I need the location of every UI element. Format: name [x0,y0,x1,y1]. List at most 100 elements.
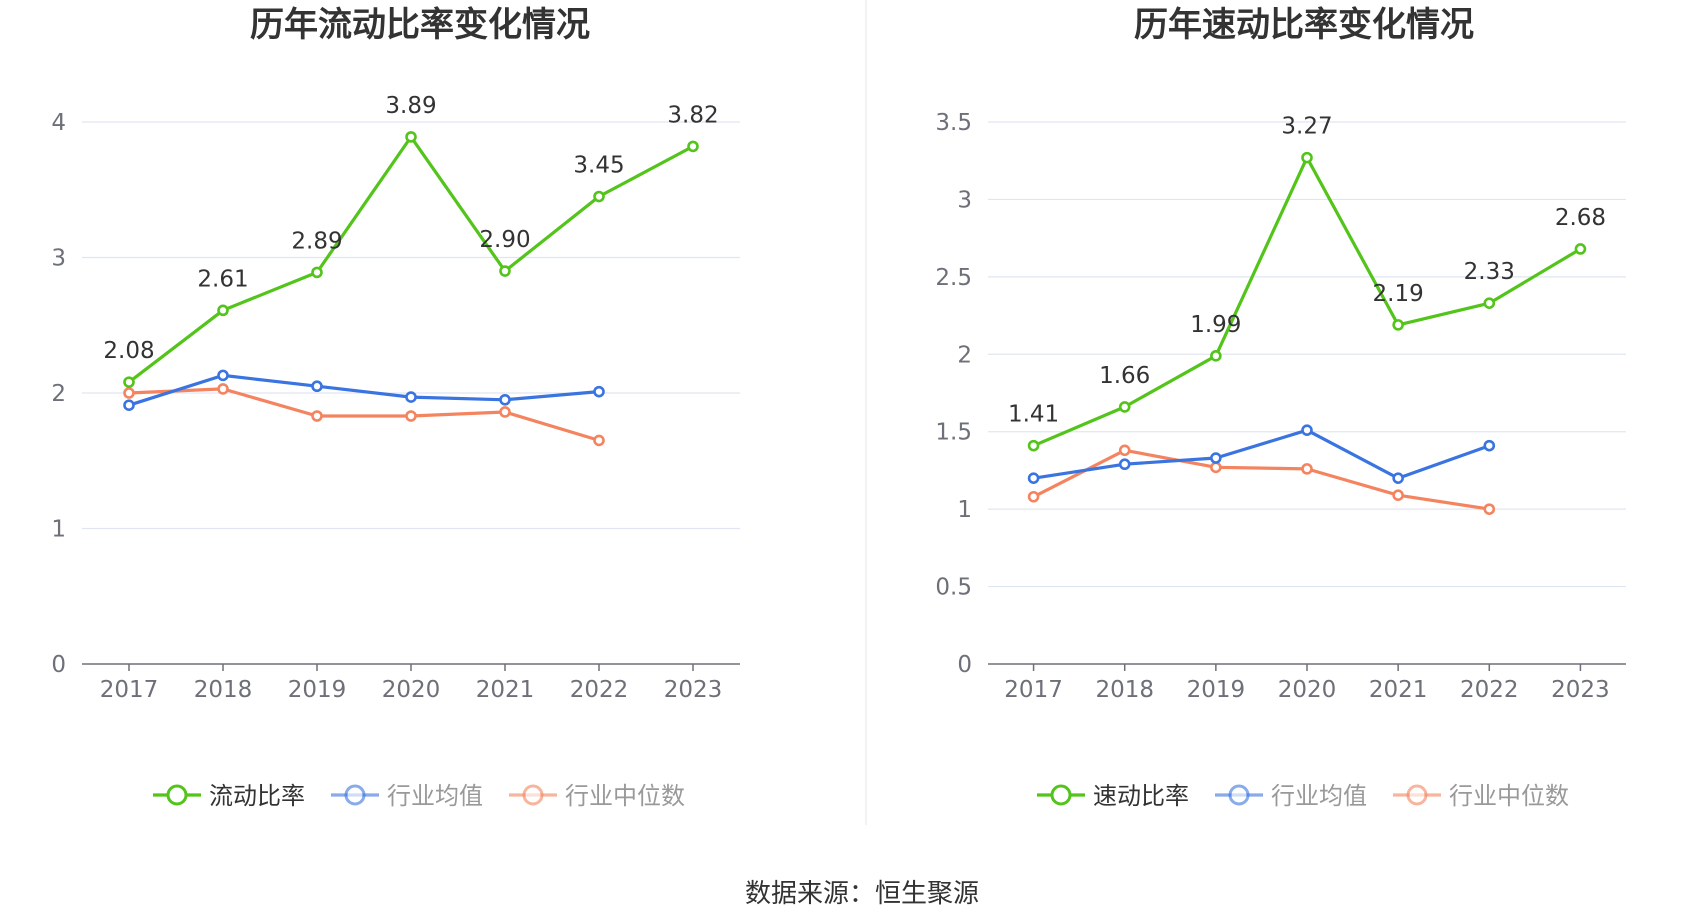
data-point [499,393,511,406]
legend-item-0: 速动比率 [1037,782,1189,810]
data-point [1027,490,1040,503]
data-point [1483,297,1496,309]
x-tick-label: 2021 [476,677,535,703]
y-tick-label: 1 [957,497,972,523]
chart-current-ratio: 历年流动比率变化情况 0 1 2 3 4 2017 2018 2019 2020 2021 2022 2… [51,5,740,810]
data-label: 1.66 [1099,363,1150,389]
data-label: 3.45 [573,153,624,179]
data-point [687,140,699,153]
data-point [499,406,511,418]
y-tick-label: 4 [51,110,66,136]
y-tick-label: 0.5 [935,575,972,601]
data-point [1483,503,1496,515]
x-tick-label: 2020 [1278,677,1337,703]
data-label: 3.89 [385,93,436,119]
data-point [1301,424,1313,436]
x-tick-label: 2018 [1095,677,1154,703]
chart-quick-ratio: 历年速动比率变化情况 0 0.5 1 1.5 2 2.5 3 3.5 2017 2018 2019 20… [935,5,1626,810]
data-point [1118,401,1131,413]
y-tick-label: 1 [51,517,66,543]
chart-title: 历年流动比率变化情况 [250,5,590,45]
data-point [311,380,323,393]
data-point [1210,350,1222,362]
y-tick-label: 2.5 [935,265,972,291]
data-point [1392,472,1404,484]
legend-item-0: 流动比率 [153,782,305,810]
data-label: 2.68 [1555,205,1606,231]
data-point [1301,463,1313,475]
data-point [1483,439,1496,452]
y-tick-label: 3 [51,246,66,272]
data-point [405,391,417,403]
x-tick-label: 2023 [664,677,723,703]
data-point [217,304,229,317]
data-point [1027,472,1040,484]
data-point [1392,319,1404,331]
data-point [311,266,323,279]
data-point [217,383,229,395]
legend-label: 行业均值 [387,782,483,810]
data-point [1210,452,1222,464]
y-tick-label: 2 [51,381,66,407]
data-label: 3.27 [1281,114,1332,140]
legend-swatch-marker [522,784,544,806]
x-tick-label: 2017 [100,677,159,703]
series-line-1 [128,373,600,407]
y-tick-label: 2 [957,342,972,368]
x-tick-label: 2018 [194,677,253,703]
legend-label: 速动比率 [1093,782,1189,810]
chart-title: 历年速动比率变化情况 [1134,5,1474,45]
y-tick-label: 0 [51,652,66,678]
data-point [1210,461,1222,474]
data-point [1392,489,1404,502]
data-source-label: 数据来源：恒生聚源 [745,879,979,909]
legend-label: 流动比率 [209,782,305,810]
data-label: 2.19 [1373,281,1424,307]
data-point [123,387,135,399]
x-tick-label: 2023 [1551,677,1610,703]
data-point [1118,444,1131,457]
data-point [1027,439,1040,452]
y-tick-label: 3 [957,187,972,213]
legend-item-1: 行业均值 [331,782,483,810]
legend-label: 行业中位数 [565,782,685,810]
data-point [593,190,605,203]
data-label: 2.08 [103,338,154,364]
data-point [217,369,229,382]
x-tick-label: 2022 [570,677,629,703]
x-tick-label: 2022 [1460,677,1519,703]
legend-swatch-marker [166,784,188,806]
legend-item-1: 行业均值 [1215,782,1367,810]
data-point [593,434,605,447]
data-point [1301,151,1313,164]
y-tick-label: 3.5 [935,110,972,136]
legend-label: 行业均值 [1271,782,1367,810]
data-point [405,131,417,143]
data-point [593,385,605,398]
x-tick-label: 2021 [1369,677,1428,703]
data-point [1574,243,1587,255]
legend-swatch-marker [1406,784,1428,806]
data-label: 2.90 [479,227,530,253]
y-tick-label: 1.5 [935,420,972,446]
data-label: 1.99 [1190,312,1241,338]
data-point [499,265,511,277]
legend-item-2: 行业中位数 [1393,782,1569,810]
data-label: 2.33 [1464,259,1515,285]
data-point [405,410,417,422]
x-tick-label: 2020 [382,677,441,703]
x-tick-label: 2019 [1187,677,1246,703]
data-point [311,410,323,422]
legend-swatch-marker [1050,784,1072,806]
data-point [123,399,135,411]
legend-swatch-marker [1228,784,1250,806]
y-tick-label: 0 [957,652,972,678]
data-point [1118,458,1131,471]
data-label: 1.41 [1008,402,1059,428]
legend-item-2: 行业中位数 [509,782,685,810]
data-label: 2.89 [291,228,342,254]
series-line-0 [1032,156,1582,448]
legend-swatch-marker [344,784,366,806]
series-line-1 [1033,428,1490,480]
